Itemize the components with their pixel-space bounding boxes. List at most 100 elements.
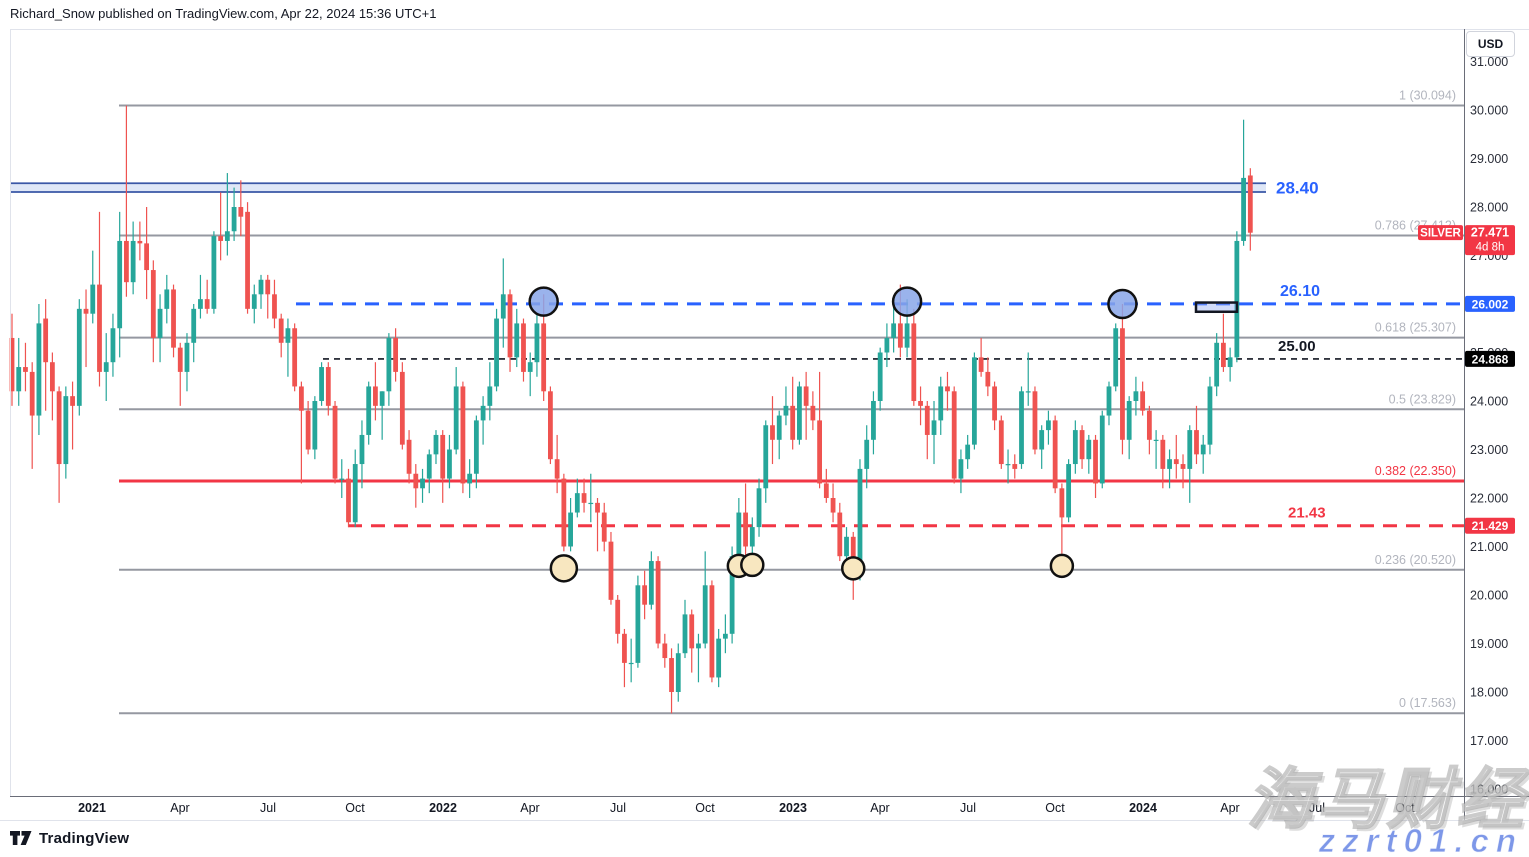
ray-price-label: 25.00: [1278, 338, 1316, 355]
candle-body: [218, 236, 224, 241]
candle-body: [1072, 430, 1078, 465]
candle-body: [420, 478, 425, 489]
ray-price-label: 26.10: [1280, 283, 1320, 300]
candle-body: [931, 420, 937, 435]
candle-body: [103, 362, 109, 372]
candle-body: [965, 444, 971, 460]
price-axis-tick: 28.000: [1470, 201, 1508, 215]
price-axis-tick: 29.000: [1470, 152, 1508, 166]
axis-price-tag: [1465, 295, 1515, 312]
candle-body: [702, 585, 708, 644]
price-axis-tick: 24.000: [1470, 395, 1508, 409]
candle-body: [16, 367, 22, 392]
candle-body: [581, 493, 587, 503]
candle-body: [830, 498, 836, 513]
last-price-value: 27.471: [1471, 226, 1509, 240]
candle-body: [171, 289, 176, 348]
candle-body: [43, 318, 49, 363]
price-axis-divider[interactable]: [1464, 29, 1465, 820]
candle-body: [1039, 430, 1045, 450]
candle-body: [628, 662, 634, 665]
candle-body: [413, 473, 419, 489]
candle-body: [83, 308, 89, 314]
candle-body: [110, 328, 116, 363]
axis-price-tag: [1465, 517, 1515, 534]
fib-level-label: 0.382 (22.350): [1375, 464, 1456, 478]
candle-body: [494, 318, 499, 387]
candle-body: [696, 643, 701, 649]
candle-body: [642, 585, 648, 605]
consolidation-box[interactable]: [1194, 301, 1239, 314]
candle-body: [1079, 430, 1085, 460]
blue-circle-marker[interactable]: [528, 286, 559, 317]
candle-body: [749, 527, 755, 547]
candle-body: [588, 502, 594, 505]
blue-circle-marker[interactable]: [891, 286, 923, 317]
candle-body: [1012, 464, 1018, 469]
candle-body: [709, 585, 715, 678]
candle-body: [561, 478, 567, 547]
time-axis-month-tick: Oct: [345, 801, 365, 815]
resistance-band[interactable]: [10, 183, 1266, 192]
candle-body: [285, 328, 291, 343]
candle-body: [971, 357, 977, 445]
tradingview-logo-icon[interactable]: [10, 831, 32, 846]
candle-body: [790, 405, 796, 440]
bar-countdown: 4d 8h: [1476, 242, 1505, 254]
fib-level-label: 0 (17.563): [1399, 696, 1456, 710]
candle-body: [857, 468, 863, 571]
candle-body: [319, 367, 324, 401]
time-axis-divider[interactable]: [10, 796, 1529, 797]
tan-circle-marker[interactable]: [1049, 553, 1075, 579]
candle-body: [574, 493, 580, 513]
candle-body: [399, 371, 405, 445]
time-axis-month-tick: Oct: [695, 801, 715, 815]
candle-body: [238, 207, 244, 217]
candle-body: [97, 284, 102, 372]
candle-body: [823, 483, 829, 498]
candle-body: [292, 328, 298, 387]
tradingview-brand-text[interactable]: TradingView: [39, 830, 130, 847]
currency-unit-button[interactable]: USD: [1466, 31, 1515, 57]
candle-body: [1146, 410, 1152, 440]
candle-body: [1099, 415, 1105, 484]
candle-body: [124, 240, 129, 283]
candle-body: [1173, 459, 1179, 465]
candle-body: [500, 294, 506, 319]
blue-circle-marker[interactable]: [1107, 288, 1138, 320]
candle-body: [305, 410, 311, 450]
candle-body: [1106, 386, 1112, 416]
candle-body: [1160, 439, 1166, 469]
candle-body: [884, 337, 890, 353]
time-axis-month-tick: Apr: [170, 801, 189, 815]
price-axis-tick: 18.000: [1470, 686, 1508, 700]
candle-body: [366, 386, 372, 435]
candle-body: [608, 541, 614, 600]
candle-body: [137, 240, 143, 244]
candle-body: [191, 308, 197, 343]
candle-body: [1005, 464, 1011, 466]
candle-body: [743, 512, 748, 547]
candle-body: [1180, 464, 1186, 469]
tan-circle-marker[interactable]: [549, 554, 579, 583]
tan-circle-marker[interactable]: [740, 552, 765, 578]
tan-circle-marker[interactable]: [841, 556, 866, 581]
candle-body: [662, 643, 668, 659]
candle-body: [648, 561, 654, 605]
candle-body: [70, 396, 75, 406]
candle-body: [150, 270, 156, 338]
candle-body: [272, 294, 277, 319]
candle-body: [568, 512, 573, 547]
candle-body: [635, 585, 641, 663]
time-axis-year-tick: 2024: [1129, 801, 1157, 815]
candle-body: [736, 512, 742, 557]
price-axis-tick: 19.000: [1470, 637, 1508, 651]
time-axis-year-tick: 2022: [429, 801, 457, 815]
candle-body: [817, 420, 822, 484]
published-attribution: Richard_Snow published on TradingView.co…: [10, 6, 437, 21]
candle-body: [716, 638, 722, 678]
candle-body: [924, 405, 930, 435]
candle-body: [548, 391, 553, 460]
